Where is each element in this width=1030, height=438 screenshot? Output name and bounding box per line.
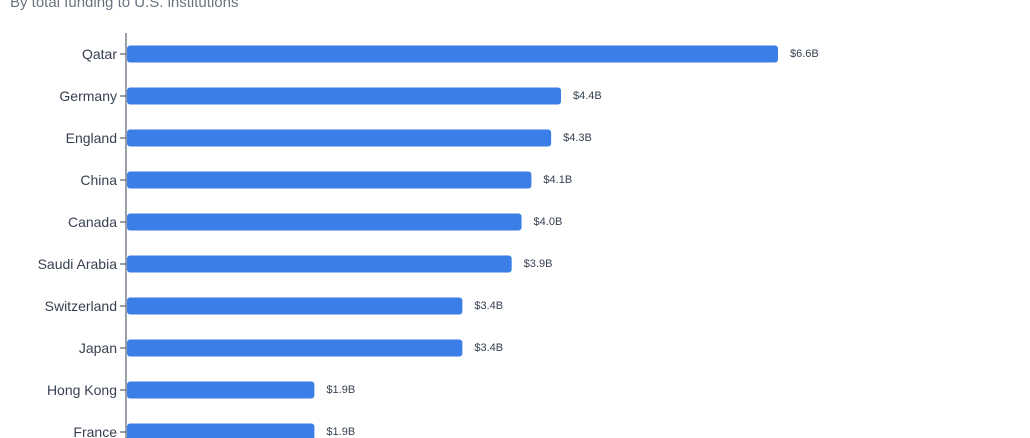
bar [127, 381, 315, 399]
value-label: $3.4B [474, 300, 503, 312]
category-label: Japan [79, 340, 117, 356]
chart-subtitle: By total funding to U.S. institutions [10, 0, 239, 11]
bar [127, 339, 463, 357]
value-label: $3.9B [524, 258, 553, 270]
category-label: Switzerland [45, 298, 117, 314]
category-label: England [66, 130, 117, 146]
value-label: $4.3B [563, 132, 592, 144]
category-label: Saudi Arabia [38, 256, 118, 272]
category-label: Hong Kong [47, 382, 117, 398]
category-label: Canada [68, 214, 117, 230]
category-label: Qatar [82, 46, 117, 62]
value-label: $4.1B [543, 174, 572, 186]
value-label: $3.4B [474, 342, 503, 354]
bar [127, 87, 561, 105]
bar [127, 45, 778, 63]
bar [127, 213, 522, 231]
value-label: $4.0B [534, 216, 563, 228]
bar [127, 297, 463, 315]
bar [127, 255, 512, 273]
value-label: $1.9B [326, 384, 355, 396]
value-label: $4.4B [573, 90, 602, 102]
category-label: Germany [59, 88, 117, 104]
category-label: France [73, 424, 117, 438]
value-label: $6.6B [790, 48, 819, 60]
value-label: $1.9B [326, 426, 355, 438]
bar [127, 171, 532, 189]
bar [127, 423, 315, 438]
bar [127, 129, 552, 147]
category-label: China [80, 172, 117, 188]
